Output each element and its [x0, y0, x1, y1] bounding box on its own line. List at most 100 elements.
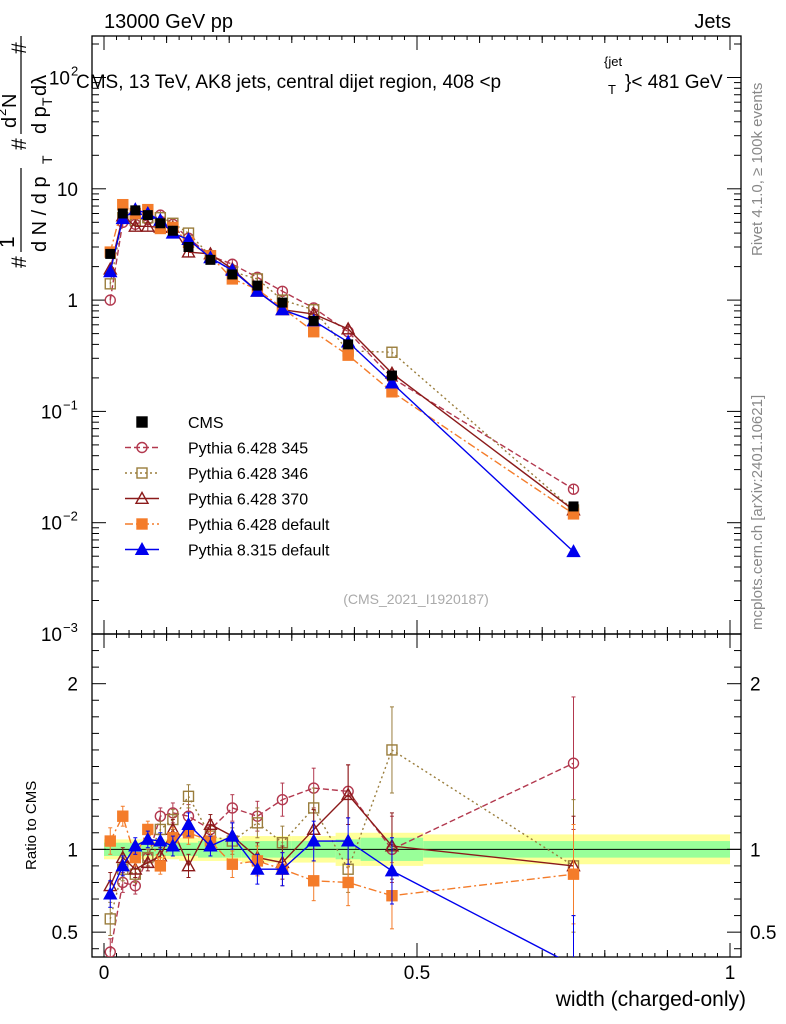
header-energy-label: 13000 GeV pp [104, 11, 233, 33]
series-point-main [103, 264, 118, 278]
ylabel-num-tail: N [0, 94, 21, 108]
y-tick-label: 10 [57, 180, 78, 201]
legend-label: Pythia 6.428 346 [188, 466, 308, 483]
x-tick-label: 0 [99, 963, 110, 984]
series-line-main [109, 216, 574, 511]
legend-label: Pythia 8.315 default [188, 543, 330, 560]
series-point-main [566, 544, 581, 558]
ylabel-denom-sub: T [39, 155, 55, 164]
series-point-main [275, 302, 290, 316]
chart-title-sub: T [608, 82, 616, 97]
legend-label: Pythia 6.428 370 [188, 492, 308, 509]
y-tick-label-exponent: −3 [63, 620, 78, 635]
series-point-ratio [384, 863, 400, 877]
series-point-ratio [181, 817, 196, 830]
y-axis-title-bottom: Ratio to CMS [23, 781, 40, 870]
side-label-mcplots: mcplots.cern.ch [arXiv:2401.10621] [749, 395, 766, 630]
analysis-watermark: (CMS_2021_I1920187) [343, 591, 489, 607]
series-point-ratio [140, 831, 156, 845]
series-point-ratio [226, 858, 239, 870]
series-point-ratio [115, 858, 130, 872]
series-point-ratio [117, 810, 129, 822]
legend-marker [136, 467, 148, 479]
cms-data-point [277, 297, 288, 308]
series-point-ratio [203, 817, 218, 830]
cms-data-point [167, 225, 178, 236]
series-point-main [117, 198, 129, 211]
series-point-ratio [225, 828, 240, 842]
cms-data-point [252, 280, 263, 291]
series-point-ratio [250, 861, 265, 875]
ylabel-denom: d N / d p [29, 176, 51, 252]
series-point-ratio [251, 817, 264, 829]
cms-data-point [183, 241, 194, 252]
series-point-ratio [275, 861, 290, 875]
series-point-ratio [104, 946, 116, 957]
series-point-main [250, 283, 265, 297]
series-line-main [109, 214, 574, 490]
series-point-main [342, 349, 354, 361]
ylabel-num: d [0, 117, 21, 128]
cms-data-point [227, 269, 238, 280]
x-axis-title: width (charged-only) [555, 988, 746, 1011]
y-tick-label: 10 [41, 402, 62, 423]
series-line-main [109, 214, 574, 511]
series-point-ratio [154, 860, 167, 872]
ratio-panel: 0 0.5 1 2 2 1 1 0.5 0.5 [52, 633, 776, 984]
series-point-ratio [308, 875, 320, 887]
cms-data-point [343, 339, 354, 350]
series-point-ratio [342, 876, 354, 889]
ratio-panel-frame [91, 633, 742, 958]
y-tick-label-exponent: −2 [63, 509, 78, 524]
cms-data-point [105, 248, 116, 259]
cms-data-point [205, 254, 216, 265]
y-tick-label: 10 [41, 625, 62, 646]
ratio-y-tick-label-right: 2 [750, 675, 761, 696]
ratio-series-group [103, 696, 581, 970]
x-tick-label: 1 [725, 963, 736, 984]
series-point-main [140, 218, 156, 232]
ylabel-num-sup: 2 [0, 109, 9, 116]
legend-marker [136, 416, 148, 428]
ratio-y-tick-label: 1 [67, 840, 78, 861]
main-series-group [103, 198, 581, 558]
series-point-ratio [567, 757, 580, 769]
cms-data-point [308, 315, 319, 326]
chart-title-sup: {jet [604, 54, 622, 69]
y-tick-label: 10 [41, 514, 62, 535]
y-tick-label: 1 [67, 291, 78, 312]
series-point-main [104, 294, 116, 306]
series-point-ratio [104, 835, 116, 847]
series-point-ratio [165, 838, 181, 852]
series-point-ratio [181, 858, 196, 872]
series-point-ratio [340, 787, 356, 801]
ylabel-hash1: # [8, 256, 31, 268]
cms-data-point [142, 210, 153, 221]
series-point-ratio [182, 790, 195, 803]
series-point-ratio [226, 802, 239, 814]
series-point-main [386, 346, 398, 358]
y-tick-label-exponent: −1 [63, 397, 78, 412]
legend-label: Pythia 6.428 345 [188, 441, 308, 458]
cms-data-point [568, 501, 579, 512]
series-point-ratio [276, 793, 289, 806]
series-point-ratio [567, 868, 580, 880]
series-point-ratio [103, 886, 118, 900]
ratio-y-tick-label-right: 0.5 [750, 923, 776, 944]
series-point-ratio [568, 959, 580, 970]
cms-data-point [155, 218, 166, 229]
ratio-y-tick-label-right: 1 [750, 840, 761, 861]
ratio-y-tick-label: 2 [67, 675, 78, 696]
series-point-main [384, 375, 400, 389]
y-tick-label-exponent: 2 [71, 64, 78, 79]
series-point-main [567, 483, 580, 495]
series-point-ratio [128, 838, 143, 852]
series-point-ratio [104, 913, 116, 925]
chart-title-tail: }< 481 GeV [625, 72, 723, 93]
cms-data-point [386, 370, 397, 381]
legend-marker [134, 542, 150, 555]
series-point-main [308, 326, 320, 338]
y-axis-title-top: # 1 d N / d p T # d 2 N d p T dλ # [0, 36, 55, 268]
